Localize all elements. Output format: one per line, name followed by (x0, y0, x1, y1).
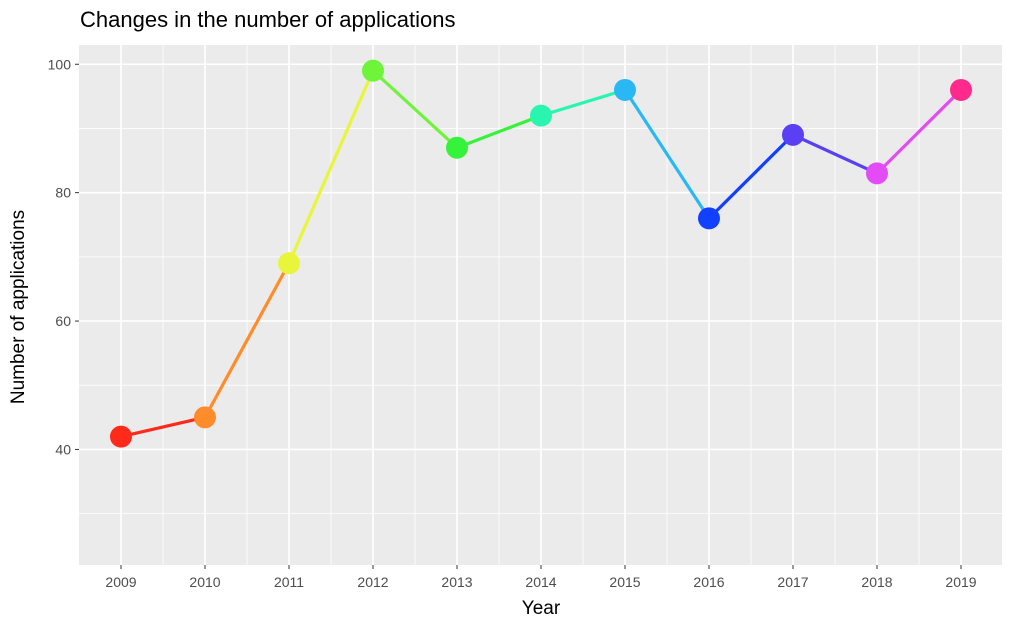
data-point (614, 78, 636, 101)
data-point (446, 136, 468, 159)
line-segment (875, 88, 963, 175)
x-tick-label: 2019 (945, 574, 976, 590)
data-point (950, 78, 972, 101)
x-tick-label: 2017 (777, 574, 808, 590)
series-points (110, 59, 972, 448)
y-tick-label: 80 (55, 185, 71, 201)
line-segment (792, 133, 878, 175)
data-point (698, 207, 720, 230)
line-segment (707, 133, 795, 220)
x-tick-labels: 2009 2010 2011 2012 2013 2014 2015 2016 2017 2018… (105, 574, 976, 590)
data-point (782, 123, 804, 146)
x-tick-label: 2015 (609, 574, 640, 590)
x-tick-label: 2018 (861, 574, 892, 590)
line-segment (623, 89, 711, 220)
major-gridlines (79, 45, 1002, 565)
y-tick-label: 100 (48, 56, 72, 72)
x-tick-label: 2009 (105, 574, 136, 590)
x-tick-label: 2012 (357, 574, 388, 590)
data-point (194, 406, 216, 429)
line-segment (371, 69, 459, 149)
x-tick-label: 2010 (189, 574, 220, 590)
data-point (530, 104, 552, 127)
x-tick-label: 2013 (441, 574, 472, 590)
line-segment (287, 70, 375, 264)
y-tick-label: 60 (55, 313, 71, 329)
series-segments (120, 69, 963, 439)
y-tick-labels: 40 60 80 100 (48, 56, 72, 457)
data-point (866, 162, 888, 185)
axis-ticks (75, 63, 962, 569)
data-point (278, 252, 300, 275)
x-axis-title: Year (522, 598, 561, 619)
line-segment (203, 262, 291, 419)
line-segment (540, 88, 626, 118)
data-point (110, 425, 132, 448)
y-axis-title: Number of applications (8, 210, 29, 404)
line-segment (120, 415, 206, 439)
data-point (362, 59, 384, 82)
x-tick-label: 2011 (274, 574, 304, 590)
x-tick-label: 2016 (693, 574, 724, 590)
line-segment (456, 114, 542, 150)
y-tick-label: 40 (55, 441, 71, 457)
chart-title: Changes in the number of applications (80, 7, 455, 32)
x-tick-label: 2014 (525, 574, 556, 590)
